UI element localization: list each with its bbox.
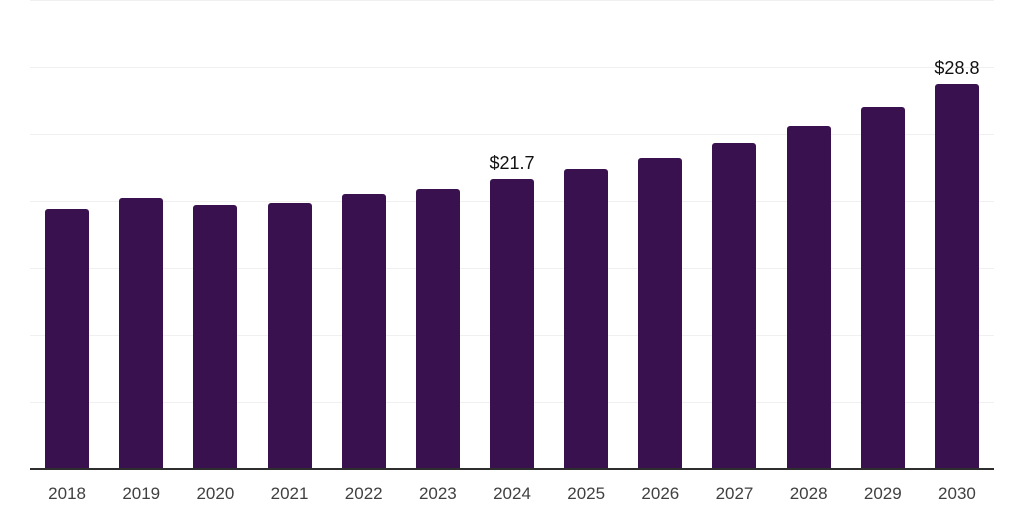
bar-value-label-2024: $21.7	[489, 153, 535, 174]
bar-group-2024: $21.7	[475, 0, 549, 470]
bar-group-2029	[846, 0, 920, 470]
x-tick-2021: 2021	[270, 484, 309, 503]
bar-group-2019	[104, 0, 178, 470]
bar-group-2018	[30, 0, 104, 470]
x-tick-2023: 2023	[418, 484, 457, 503]
bar-2020	[193, 204, 238, 470]
bar-group-2022	[327, 0, 401, 470]
bar-group-2023	[401, 0, 475, 470]
x-tick-2018: 2018	[48, 484, 86, 503]
x-tick-2029: 2029	[863, 484, 902, 503]
bar-2030	[934, 84, 979, 470]
x-tick-2020: 2020	[196, 484, 235, 503]
bar-2023	[415, 188, 460, 470]
bar-group-2028	[772, 0, 846, 470]
bar-group-2021	[252, 0, 326, 470]
bar-2029	[860, 106, 905, 470]
x-tick-2026: 2026	[641, 484, 680, 503]
x-tick-2024: 2024	[493, 484, 531, 503]
bar-2027	[712, 143, 757, 470]
bar-group-2030: $28.8	[920, 0, 994, 470]
x-tick-2025: 2025	[567, 484, 606, 503]
x-tick-2030: 2030	[938, 484, 976, 503]
gridline-25	[30, 134, 994, 135]
bar-2024	[490, 179, 535, 470]
bar-2022	[341, 194, 386, 470]
bar-2018	[45, 208, 90, 470]
bar-value-label-2030: $28.8	[934, 58, 980, 79]
bar-group-2020	[178, 0, 252, 470]
x-tick-2022: 2022	[344, 484, 383, 503]
bar-2021	[267, 203, 312, 470]
bar-2019	[119, 198, 164, 470]
x-tick-2027: 2027	[715, 484, 754, 503]
bar-2026	[638, 157, 683, 470]
bars-layer: $21.7 $28.8	[30, 0, 994, 470]
x-tick-2028: 2028	[789, 484, 828, 503]
plot-area: $21.7 $28.8	[30, 0, 994, 470]
gridline-30	[30, 67, 994, 68]
x-axis-ticks: 2018 2019 2020 2021 2022 2023 2024 2025 2026 2027…	[30, 484, 994, 504]
bar-2025	[564, 168, 609, 470]
bar-2028	[786, 125, 831, 470]
gridline-35	[30, 0, 994, 1]
bar-group-2027	[697, 0, 771, 470]
bar-group-2025	[549, 0, 623, 470]
x-axis-line	[30, 468, 994, 470]
x-tick-2019: 2019	[122, 484, 161, 503]
bar-group-2026	[623, 0, 697, 470]
